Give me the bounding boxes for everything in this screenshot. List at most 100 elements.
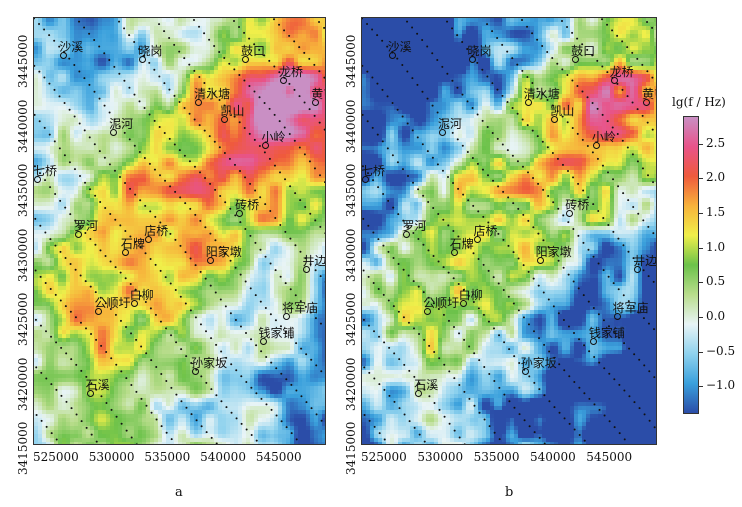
y-tick-label: 3425000 bbox=[344, 292, 358, 346]
colorbar-tick-label: 0.5 bbox=[706, 274, 726, 289]
place-label: 罗河 bbox=[402, 219, 427, 234]
place-label: 孙家坂 bbox=[520, 356, 557, 371]
x-tick-label: 530000 bbox=[417, 450, 464, 464]
place-marker bbox=[312, 98, 320, 106]
place-marker bbox=[572, 55, 580, 63]
place-label: 阳家墩 bbox=[205, 245, 242, 260]
heatmap-b bbox=[362, 18, 656, 444]
colorbar-tickmark bbox=[699, 386, 703, 388]
colorbar-tick-label: 2.5 bbox=[706, 135, 726, 150]
place-marker bbox=[303, 265, 311, 273]
colorbar-tickmark bbox=[699, 178, 703, 180]
place-marker bbox=[592, 141, 600, 149]
y-tick-label: 3420000 bbox=[16, 357, 30, 411]
y-tick-label: 3430000 bbox=[344, 228, 358, 282]
place-label: 鼓口 bbox=[240, 43, 265, 58]
place-marker bbox=[415, 389, 423, 397]
place-label: 石牌 bbox=[449, 236, 474, 251]
colorbar-title: lg(f / Hz) bbox=[672, 95, 726, 109]
colorbar-tick-label: 2.0 bbox=[706, 170, 726, 185]
place-label: 孙家坂 bbox=[191, 356, 228, 371]
place-label: 石溪 bbox=[85, 377, 110, 392]
place-label: 钱家铺 bbox=[588, 326, 625, 341]
place-marker bbox=[474, 235, 482, 243]
place-marker bbox=[110, 128, 118, 136]
place-label: 七桥 bbox=[33, 163, 57, 178]
colorbar-tickmark bbox=[699, 247, 703, 249]
place-marker bbox=[459, 299, 467, 307]
colorbar-tickmark bbox=[699, 143, 703, 145]
place-label: 清水塘 bbox=[194, 86, 231, 101]
place-label: 公顺圩 bbox=[94, 296, 131, 311]
y-tick-label: 3440000 bbox=[16, 99, 30, 153]
y-tick-label: 3430000 bbox=[16, 228, 30, 282]
place-marker bbox=[551, 115, 559, 123]
colorbar-tickmark bbox=[699, 213, 703, 215]
y-tick-label: 3445000 bbox=[16, 34, 30, 88]
place-label: 清水塘 bbox=[523, 86, 560, 101]
place-marker bbox=[139, 55, 147, 63]
place-marker bbox=[259, 338, 267, 346]
y-tick-label: 3445000 bbox=[344, 34, 358, 88]
place-label: 龙桥 bbox=[279, 65, 304, 80]
y-tick-label: 3415000 bbox=[344, 421, 358, 475]
place-marker bbox=[403, 231, 411, 239]
place-label: 砖桥 bbox=[565, 198, 590, 213]
place-label: 晓岗 bbox=[467, 43, 492, 58]
panel-label-a: a bbox=[175, 485, 183, 500]
place-marker bbox=[282, 312, 290, 320]
place-marker bbox=[195, 98, 203, 106]
place-label: 将军庙 bbox=[612, 300, 649, 315]
x-tick-label: 535000 bbox=[144, 450, 191, 464]
place-label: 小岭 bbox=[261, 129, 286, 144]
place-label: 晓岗 bbox=[138, 43, 163, 58]
place-marker bbox=[362, 175, 369, 183]
heatmap-a bbox=[34, 18, 325, 444]
place-marker bbox=[262, 141, 270, 149]
colorbar-tick-label: −0.5 bbox=[706, 343, 736, 358]
place-label: 黄屯 bbox=[311, 86, 325, 101]
place-label: 井边铜矿 bbox=[302, 253, 326, 268]
place-marker bbox=[74, 231, 82, 239]
y-tick-label: 3425000 bbox=[16, 292, 30, 346]
place-label: 公顺圩 bbox=[423, 296, 460, 311]
place-marker bbox=[95, 308, 103, 316]
x-tick-label: 525000 bbox=[33, 450, 79, 464]
place-label: 鼓口 bbox=[571, 43, 596, 58]
place-label: 钱家铺 bbox=[258, 326, 295, 341]
y-tick-label: 3440000 bbox=[344, 99, 358, 153]
x-tick-label: 540000 bbox=[200, 450, 246, 464]
colorbar bbox=[683, 116, 699, 414]
place-marker bbox=[86, 389, 94, 397]
place-marker bbox=[206, 257, 214, 265]
place-marker bbox=[634, 265, 642, 273]
colorbar-tickmark bbox=[699, 282, 703, 284]
place-marker bbox=[236, 210, 244, 218]
place-label: 石牌 bbox=[120, 236, 145, 251]
place-label: 小岭 bbox=[591, 129, 616, 144]
x-tick-label: 530000 bbox=[88, 450, 135, 464]
x-tick-label: 540000 bbox=[529, 450, 576, 464]
place-label: 泥河 bbox=[109, 116, 134, 131]
place-label: 凯山 bbox=[220, 103, 245, 118]
place-label: 将军庙 bbox=[281, 300, 318, 315]
place-marker bbox=[468, 55, 476, 63]
place-marker bbox=[524, 98, 532, 106]
colorbar-tick-label: 1.5 bbox=[706, 205, 726, 220]
place-marker bbox=[643, 98, 651, 106]
panel-label-b: b bbox=[505, 485, 514, 500]
place-marker bbox=[192, 368, 200, 376]
place-label: 沙溪 bbox=[59, 39, 84, 54]
place-marker bbox=[388, 51, 396, 59]
place-label: 黄屯 bbox=[642, 86, 656, 101]
place-label: 白柳 bbox=[458, 287, 483, 302]
place-label: 沙溪 bbox=[387, 39, 412, 54]
place-label: 泥河 bbox=[437, 116, 462, 131]
place-label: 砖桥 bbox=[235, 198, 260, 213]
colorbar-tick-label: 1.0 bbox=[706, 239, 726, 254]
y-tick-label: 3435000 bbox=[344, 163, 358, 217]
place-label: 店桥 bbox=[144, 223, 169, 238]
place-marker bbox=[130, 299, 138, 307]
place-marker bbox=[566, 210, 574, 218]
place-label: 店桥 bbox=[473, 223, 498, 238]
